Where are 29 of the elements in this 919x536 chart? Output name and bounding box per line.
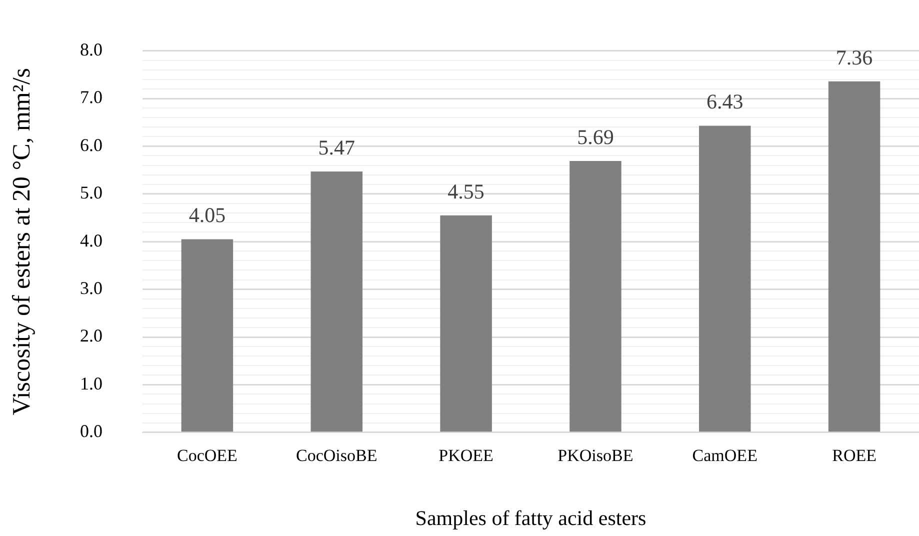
bar (698, 126, 751, 432)
data-label: 6.43 (706, 90, 744, 114)
bar (828, 81, 880, 432)
bar (440, 215, 492, 432)
y-axis-title: Viscosity of esters at 20 °C, mm²/s (8, 68, 36, 416)
y-tick-label: 4.0 (80, 230, 102, 250)
data-label: 5.69 (577, 125, 614, 150)
x-tick-label: PKOisoBE (558, 446, 634, 466)
y-tick-label: 2.0 (80, 326, 102, 346)
bar (570, 160, 622, 432)
x-axis-title: Samples of fatty acid esters (415, 506, 646, 530)
y-tick-label: 8.0 (80, 40, 102, 60)
data-label: 4.05 (188, 203, 226, 228)
y-tick-label: 7.0 (80, 87, 102, 108)
y-tick-label: 3.0 (80, 278, 102, 298)
y-tick-label: 1.0 (80, 373, 102, 394)
y-tick-label: 5.0 (80, 182, 102, 203)
data-label: 7.36 (836, 45, 873, 70)
x-tick-label: ROEE (832, 446, 876, 466)
x-tick-label: PKOEE (438, 446, 494, 466)
data-label: 4.55 (448, 179, 484, 204)
bar (181, 239, 234, 432)
y-tick-label: 0.0 (80, 421, 102, 442)
x-tick-label: CocOEE (176, 446, 238, 466)
x-tick-label: CocOisoBE (296, 446, 378, 466)
data-label: 5.47 (318, 135, 355, 160)
bar (310, 171, 363, 432)
y-tick-label: 6.0 (80, 134, 102, 155)
x-tick-label: CamOEE (692, 446, 758, 466)
